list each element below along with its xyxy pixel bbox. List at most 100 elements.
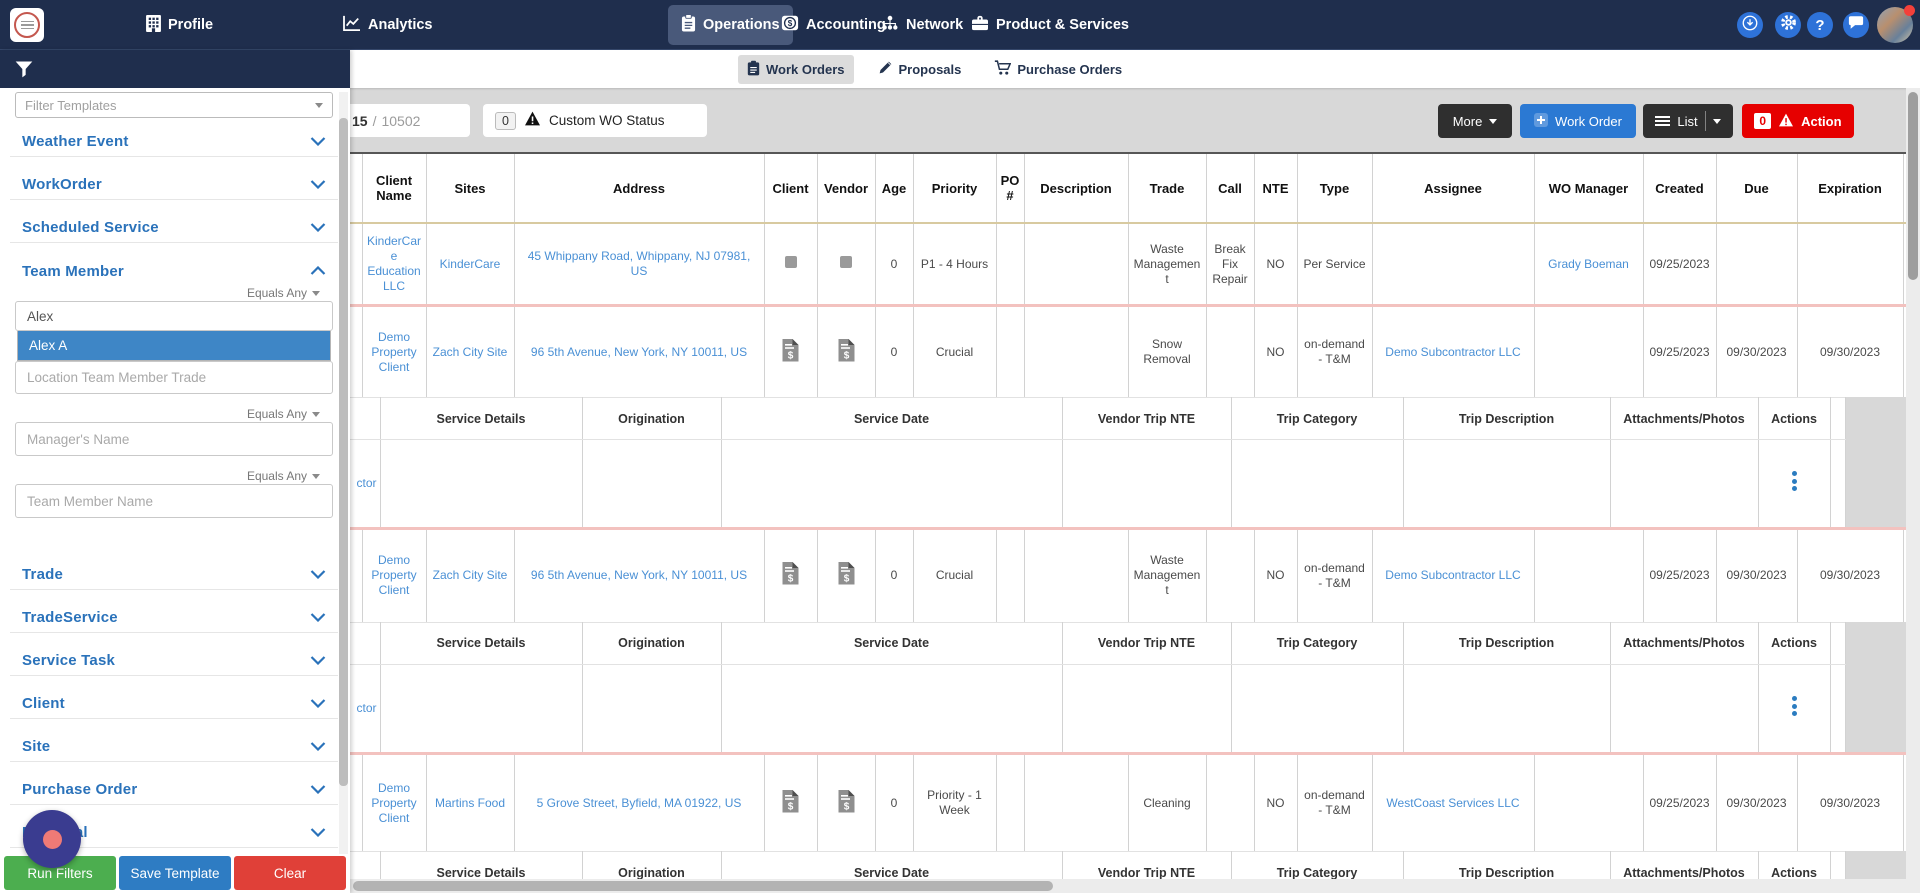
- assignee-link[interactable]: Demo Subcontractor LLC: [1385, 568, 1521, 582]
- wo-manager-link[interactable]: Grady Boeman: [1548, 256, 1629, 271]
- subcontractor-link-fragment[interactable]: ctor: [356, 700, 377, 715]
- filter-sidebar: Filter Templates Weather Event WorkOrder…: [0, 50, 350, 893]
- nav-products-services[interactable]: Product & Services: [958, 0, 1142, 50]
- filter-section-client[interactable]: Client: [10, 689, 338, 719]
- sub-col-vendor-trip-nte: Vendor Trip NTE: [1062, 397, 1232, 440]
- sidebar-scrollbar-thumb[interactable]: [339, 118, 348, 786]
- col-address[interactable]: Address: [514, 153, 765, 223]
- col-vendor[interactable]: Vendor: [817, 153, 876, 223]
- custom-wo-status-badge[interactable]: 0 Custom WO Status: [483, 104, 707, 137]
- row-actions-menu[interactable]: [1791, 469, 1797, 494]
- filter-section-workorder[interactable]: WorkOrder: [10, 170, 338, 200]
- site-link[interactable]: KinderCare: [439, 256, 501, 271]
- svg-text:$: $: [788, 801, 794, 812]
- managers-name-input[interactable]: [15, 422, 333, 456]
- col-trade[interactable]: Trade: [1128, 153, 1207, 223]
- filter-section-trade[interactable]: Trade: [10, 560, 338, 590]
- download-button[interactable]: [1737, 12, 1763, 38]
- filter-section-tradeservice[interactable]: TradeService: [10, 603, 338, 633]
- dropdown-option-alex-a[interactable]: Alex A: [17, 331, 331, 361]
- col-priority[interactable]: Priority: [913, 153, 997, 223]
- col-client-name[interactable]: Client Name: [362, 153, 427, 223]
- col-wo-manager[interactable]: WO Manager: [1534, 153, 1644, 223]
- tab-purchase-orders[interactable]: Purchase Orders: [985, 55, 1131, 84]
- nav-accounting[interactable]: $ Accounting: [768, 0, 899, 50]
- filter-section-scheduled-service[interactable]: Scheduled Service: [10, 213, 338, 243]
- site-link[interactable]: Zach City Site: [432, 568, 508, 582]
- col-po[interactable]: PO #: [996, 153, 1025, 223]
- filter-section-team-member[interactable]: Team Member: [10, 256, 338, 286]
- col-due[interactable]: Due: [1716, 153, 1798, 223]
- invoice-icon[interactable]: $: [837, 338, 856, 366]
- help-button[interactable]: ?: [1807, 12, 1833, 38]
- clear-filters-button[interactable]: Clear: [234, 856, 346, 890]
- vertical-scrollbar-thumb[interactable]: [1908, 92, 1918, 280]
- site-link[interactable]: Martins Food: [434, 795, 506, 810]
- list-view-button[interactable]: List: [1643, 104, 1733, 138]
- chat-button[interactable]: [1843, 12, 1869, 38]
- client-name-link[interactable]: Demo Property Client: [371, 780, 417, 825]
- filter-section-weather-event[interactable]: Weather Event: [10, 127, 338, 157]
- vertical-scrollbar-track[interactable]: [1906, 88, 1920, 893]
- filter-templates-select[interactable]: Filter Templates: [15, 92, 333, 118]
- status-square-icon[interactable]: [784, 256, 797, 268]
- col-assignee[interactable]: Assignee: [1372, 153, 1535, 223]
- created-cell: 09/25/2023: [1643, 755, 1717, 851]
- nav-profile[interactable]: Profile: [133, 0, 226, 50]
- settings-button[interactable]: [1775, 12, 1801, 38]
- nav-analytics[interactable]: Analytics: [330, 0, 445, 50]
- tab-work-orders[interactable]: Work Orders: [738, 54, 854, 84]
- col-created[interactable]: Created: [1643, 153, 1717, 223]
- equals-any-selector[interactable]: Equals Any: [247, 286, 320, 300]
- status-square-icon[interactable]: [840, 256, 852, 268]
- filter-section-site[interactable]: Site: [10, 732, 338, 762]
- user-avatar[interactable]: [1877, 5, 1915, 43]
- col-client[interactable]: Client: [764, 153, 818, 223]
- location-team-member-trade-input[interactable]: [15, 361, 333, 394]
- col-description[interactable]: Description: [1024, 153, 1129, 223]
- col-type[interactable]: Type: [1297, 153, 1373, 223]
- invoice-icon[interactable]: $: [837, 562, 856, 589]
- address-link[interactable]: 5 Grove Street, Byfield, MA 01922, US: [536, 795, 742, 810]
- address-link[interactable]: 96 5th Avenue, New York, NY 10011, US: [530, 344, 748, 359]
- tab-proposals[interactable]: Proposals: [869, 55, 971, 83]
- subcontractor-link-fragment[interactable]: ctor: [356, 475, 377, 490]
- invoice-icon[interactable]: $: [781, 338, 800, 366]
- sub-col-attachments: Attachments/Photos: [1610, 621, 1759, 665]
- horizontal-scrollbar-thumb[interactable]: [353, 881, 1053, 891]
- row-actions-menu[interactable]: [1791, 694, 1797, 719]
- company-logo[interactable]: [10, 8, 44, 42]
- expiration-cell: [1797, 224, 1904, 304]
- equals-any-selector[interactable]: Equals Any: [247, 469, 320, 483]
- save-template-button[interactable]: Save Template: [119, 856, 231, 890]
- team-member-name-input[interactable]: [15, 484, 333, 518]
- nav-operations[interactable]: Operations: [668, 5, 793, 45]
- col-sites[interactable]: Sites: [426, 153, 515, 223]
- invoice-icon[interactable]: $: [781, 562, 800, 589]
- col-call[interactable]: Call: [1206, 153, 1255, 223]
- filter-section-service-task[interactable]: Service Task: [10, 646, 338, 676]
- dollar-doc-icon: $: [781, 14, 799, 36]
- assignee-link[interactable]: WestCoast Services LLC: [1386, 795, 1520, 810]
- more-button[interactable]: More: [1438, 104, 1512, 138]
- equals-any-selector[interactable]: Equals Any: [247, 407, 320, 421]
- address-link[interactable]: 96 5th Avenue, New York, NY 10011, US: [530, 568, 748, 582]
- filter-section-purchase-order[interactable]: Purchase Order: [10, 775, 338, 805]
- client-name-link[interactable]: Demo Property Client: [371, 553, 417, 597]
- invoice-icon[interactable]: $: [837, 789, 856, 817]
- client-name-link[interactable]: KinderCare Education LLC: [366, 234, 422, 293]
- team-member-search-input[interactable]: [15, 301, 333, 331]
- col-age[interactable]: Age: [875, 153, 914, 223]
- new-work-order-button[interactable]: Work Order: [1520, 104, 1636, 138]
- chat-launcher-button[interactable]: [23, 810, 81, 868]
- col-nte[interactable]: NTE: [1254, 153, 1298, 223]
- client-name-link[interactable]: Demo Property Client: [371, 329, 417, 374]
- site-link[interactable]: Zach City Site: [432, 344, 508, 359]
- funnel-filter-icon[interactable]: [14, 59, 34, 84]
- col-expiration[interactable]: Expiration: [1797, 153, 1904, 223]
- assignee-link[interactable]: Demo Subcontractor LLC: [1385, 344, 1521, 359]
- nav-network[interactable]: Network: [868, 0, 976, 50]
- action-button[interactable]: 0 Action: [1742, 104, 1854, 138]
- invoice-icon[interactable]: $: [781, 789, 800, 817]
- address-link[interactable]: 45 Whippany Road, Whippany, NJ 07981, US: [527, 249, 751, 278]
